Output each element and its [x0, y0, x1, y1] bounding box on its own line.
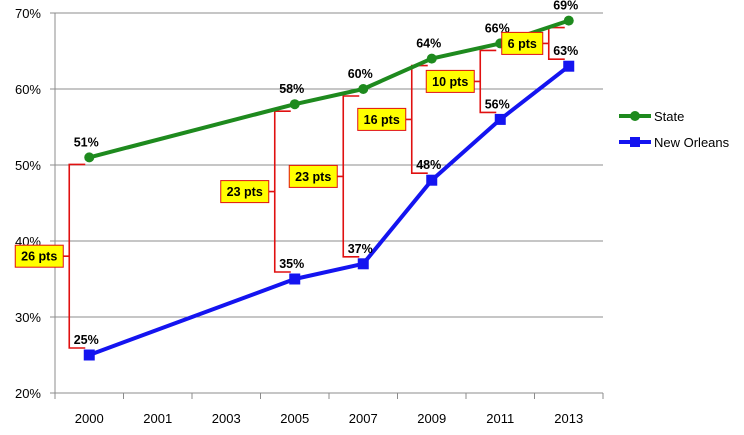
data-point: [426, 53, 437, 64]
data-label: 35%: [279, 257, 304, 271]
y-axis-ticks: 20%30%40%50%60%70%: [15, 6, 55, 401]
gap-brackets: [63, 26, 565, 349]
y-tick-label: 70%: [15, 6, 41, 21]
data-point: [84, 152, 95, 163]
gap-callout-label: 26 pts: [21, 250, 57, 264]
data-point: [563, 60, 575, 72]
x-tick-label: 2013: [554, 411, 583, 426]
y-tick-label: 50%: [15, 158, 41, 173]
series-markers: [83, 15, 575, 361]
y-tick-label: 30%: [15, 310, 41, 325]
data-label: 63%: [553, 44, 578, 58]
data-label: 69%: [553, 0, 578, 13]
gap-bracket: [337, 95, 360, 258]
x-tick-label: 2001: [143, 411, 172, 426]
gap-callout-box: [501, 31, 544, 55]
gap-bracket: [542, 26, 565, 60]
data-label: 60%: [348, 67, 373, 81]
data-label: 64%: [416, 37, 441, 51]
gap-callouts: 26 pts 23 pts 23 pts 16 pts 10 pts 6 pts: [14, 31, 544, 268]
gap-callout-label: 23 pts: [227, 185, 263, 199]
gap-callout-label: 16 pts: [364, 113, 400, 127]
gap-callout-label: 6 pts: [508, 37, 537, 51]
data-label: 56%: [485, 97, 510, 111]
data-point: [426, 174, 438, 186]
gap-callout-label: 23 pts: [295, 170, 331, 184]
data-label: 51%: [74, 135, 99, 149]
data-label: 25%: [74, 333, 99, 347]
gap-callout-box: [425, 69, 475, 93]
legend-marker: [630, 111, 640, 121]
data-point: [358, 84, 369, 94]
x-tick-label: 2000: [75, 411, 104, 426]
legend-marker: [630, 137, 640, 147]
gap-bracket: [405, 64, 428, 174]
data-label: 37%: [348, 242, 373, 256]
data-point: [289, 273, 301, 285]
x-tick-label: 2011: [486, 411, 514, 426]
gap-bracket: [474, 49, 497, 114]
legend-label: State: [654, 109, 684, 124]
x-tick-label: 2005: [280, 411, 309, 426]
gap-callout-label: 10 pts: [432, 75, 468, 89]
x-tick-label: 2003: [212, 411, 241, 426]
gap-bracket: [63, 163, 86, 349]
gap-callout-box: [14, 244, 64, 268]
x-tick-label: 2007: [349, 411, 378, 426]
data-point: [563, 15, 574, 26]
y-tick-label: 60%: [15, 82, 41, 97]
gap-bracket: [268, 110, 291, 273]
legend-label: New Orleans: [654, 135, 730, 150]
x-tick-label: 2009: [417, 411, 446, 426]
x-axis-ticks: 2000 2001 2003 2005 2007 2009 2011 2013: [54, 393, 604, 426]
gap-callout-box: [357, 107, 407, 131]
data-point: [494, 113, 506, 125]
gap-callout-box: [288, 164, 338, 188]
data-point: [357, 258, 369, 270]
data-label: 48%: [416, 158, 441, 172]
data-label: 58%: [279, 82, 304, 96]
gap-callout-box: [220, 180, 270, 204]
legend: State New Orleans: [619, 109, 730, 150]
data-point: [289, 99, 300, 110]
series-line-1: [88, 64, 570, 357]
y-tick-label: 20%: [15, 386, 41, 401]
data-point: [83, 349, 95, 361]
